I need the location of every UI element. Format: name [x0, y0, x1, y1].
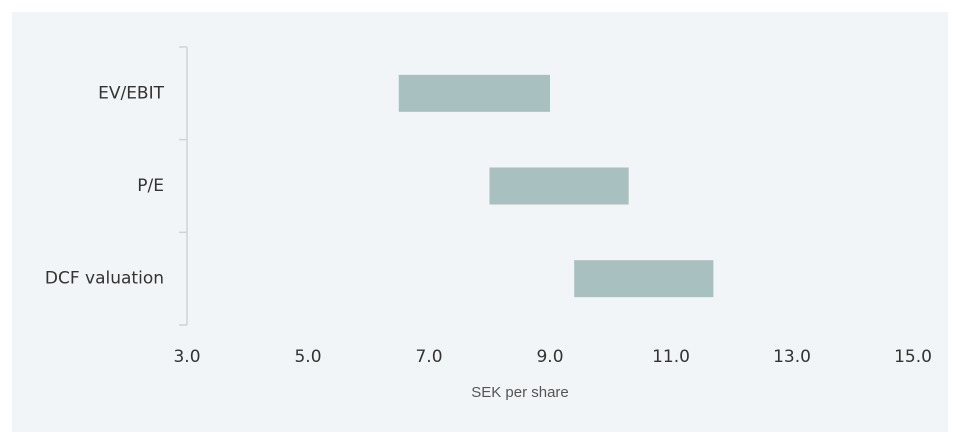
x-tick-label: 13.0	[773, 347, 811, 367]
y-tick-label: DCF valuation	[45, 269, 164, 289]
bar	[489, 167, 629, 205]
x-tick-label: 3.0	[173, 347, 200, 367]
x-tick-label: 7.0	[415, 347, 442, 367]
bar	[574, 260, 714, 298]
x-tick-label: 11.0	[652, 347, 690, 367]
y-tick-label: EV/EBIT	[98, 83, 165, 103]
x-tick-label: 9.0	[536, 347, 563, 367]
x-tick-label: 15.0	[894, 347, 932, 367]
x-axis-label: SEK per share	[471, 384, 569, 401]
bar	[398, 74, 550, 112]
y-tick-label: P/E	[137, 176, 164, 196]
x-tick-label: 5.0	[294, 347, 321, 367]
